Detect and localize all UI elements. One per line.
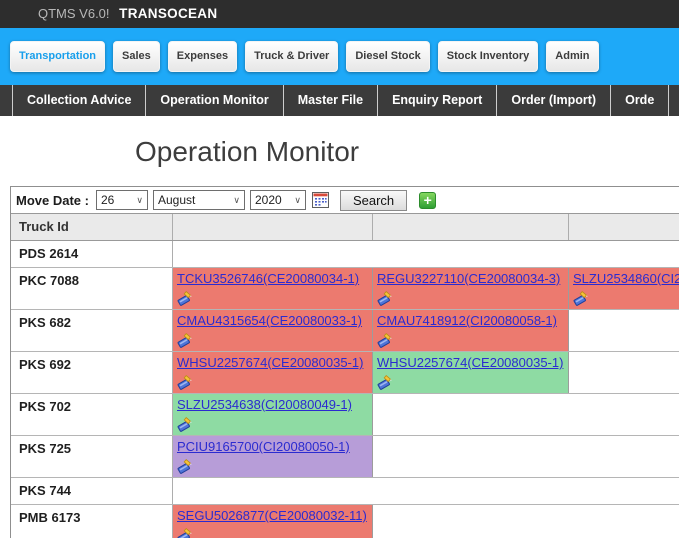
container-cell: CMAU4315654(CE20080033-1)	[173, 310, 373, 351]
table-header-row: Truck Id	[11, 214, 679, 241]
table-row: PKS 692 WHSU2257674(CE20080035-1) WHSU22…	[11, 352, 679, 394]
empty-area	[173, 241, 679, 267]
edit-icon[interactable]	[177, 374, 193, 390]
table-row: PKC 7088 TCKU3526746(CE20080034-1) REGU3…	[11, 268, 679, 310]
empty-area	[373, 505, 679, 538]
container-link[interactable]: TCKU3526746(CE20080034-1)	[177, 271, 360, 286]
container-cell: CMAU7418912(CI20080058-1)	[373, 310, 569, 351]
menu-item-order-import[interactable]: Order (Import)	[497, 85, 612, 116]
empty-area	[173, 478, 679, 504]
truck-id-cell: PKS 744	[11, 478, 173, 504]
edit-icon[interactable]	[177, 416, 193, 432]
tab-bar: Transportation Sales Expenses Truck & Drive…	[0, 28, 679, 85]
truck-id-cell: PKS 702	[11, 394, 173, 435]
calendar-icon[interactable]	[311, 192, 329, 208]
container-link[interactable]: CMAU4315654(CE20080033-1)	[177, 313, 363, 328]
tab-truck-driver[interactable]: Truck & Driver	[245, 41, 339, 72]
header-cell	[373, 214, 569, 240]
empty-area	[373, 394, 679, 435]
container-cell: TCKU3526746(CE20080034-1)	[173, 268, 373, 309]
container-cell: PCIU9165700(CI20080050-1)	[173, 436, 373, 477]
filter-row: Move Date : 26 ∨ August ∨ 2020 ∨ Sear	[11, 187, 679, 214]
truck-id-cell: PKS 692	[11, 352, 173, 393]
add-icon[interactable]: +	[419, 191, 437, 209]
day-select[interactable]: 26 ∨	[95, 190, 148, 210]
edit-icon[interactable]	[377, 374, 393, 390]
truck-id-cell: PKS 682	[11, 310, 173, 351]
container-cell: REGU3227110(CE20080034-3)	[373, 268, 569, 309]
empty-area	[569, 310, 679, 351]
tab-diesel-stock[interactable]: Diesel Stock	[346, 41, 430, 72]
edit-icon[interactable]	[573, 290, 589, 306]
edit-icon[interactable]	[177, 458, 193, 474]
truck-id-cell: PMB 6173	[11, 505, 173, 538]
container-cell: WHSU2257674(CE20080035-1)	[373, 352, 569, 393]
header-cell: Truck Id	[11, 214, 173, 240]
container-cell: SEGU5026877(CE20080032-11)	[173, 505, 373, 538]
app-title-bar: QTMS V6.0! TRANSOCEAN	[0, 0, 679, 28]
container-cell: SLZU2534638(CI20080049-1)	[173, 394, 373, 435]
container-link[interactable]: CMAU7418912(CI20080058-1)	[377, 313, 557, 328]
container-link[interactable]: PCIU9165700(CI20080050-1)	[177, 439, 350, 454]
tab-stock-inventory[interactable]: Stock Inventory	[437, 41, 539, 72]
truck-id-cell: PKS 725	[11, 436, 173, 477]
day-select-value: 26	[100, 193, 115, 207]
move-date-label: Move Date :	[16, 192, 89, 208]
container-link[interactable]: WHSU2257674(CE20080035-1)	[177, 355, 364, 370]
table-row: PKS 682 CMAU4315654(CE20080033-1) CMAU74…	[11, 310, 679, 352]
container-link[interactable]: SLZU2534638(CI20080049-1)	[177, 397, 352, 412]
container-cell: SLZU2534860(CI20	[569, 268, 679, 309]
table-row: PKS 744	[11, 478, 679, 505]
menu-item-orde[interactable]: Orde	[611, 85, 670, 116]
edit-icon[interactable]	[177, 290, 193, 306]
tab-transportation[interactable]: Transportation	[10, 41, 106, 72]
edit-icon[interactable]	[377, 332, 393, 348]
table-row: PMB 6173 SEGU5026877(CE20080032-11)	[11, 505, 679, 538]
year-select[interactable]: 2020 ∨	[249, 190, 306, 210]
search-button[interactable]: Search	[339, 189, 408, 211]
edit-icon[interactable]	[177, 332, 193, 348]
truck-id-cell: PKC 7088	[11, 268, 173, 309]
container-link[interactable]: SLZU2534860(CI20	[573, 271, 679, 286]
month-select[interactable]: August ∨	[152, 190, 245, 210]
chevron-down-icon: ∨	[294, 194, 301, 205]
chevron-down-icon: ∨	[136, 194, 143, 205]
year-select-value: 2020	[254, 193, 282, 207]
table-row: PKS 725 PCIU9165700(CI20080050-1)	[11, 436, 679, 478]
header-cell	[173, 214, 373, 240]
operation-monitor-table: Move Date : 26 ∨ August ∨ 2020 ∨ Sear	[10, 186, 679, 538]
container-link[interactable]: REGU3227110(CE20080034-3)	[377, 271, 561, 286]
tab-admin[interactable]: Admin	[546, 41, 599, 72]
header-cell	[569, 214, 679, 240]
menu-item-enquiry-report[interactable]: Enquiry Report	[378, 85, 498, 116]
truck-id-cell: PDS 2614	[11, 241, 173, 267]
chevron-down-icon: ∨	[233, 194, 240, 205]
page-title: Operation Monitor	[135, 136, 360, 167]
edit-icon[interactable]	[377, 290, 393, 306]
month-select-value: August	[157, 193, 196, 207]
table-body: PDS 2614 PKC 7088 TCKU3526746(CE20080034…	[11, 241, 679, 538]
menu-bar: Collection Advice Operation Monitor Master…	[0, 85, 679, 116]
menu-item-master-file[interactable]: Master File	[284, 85, 379, 116]
tab-sales[interactable]: Sales	[113, 41, 160, 72]
table-row: PDS 2614	[11, 241, 679, 268]
table-row: PKS 702 SLZU2534638(CI20080049-1)	[11, 394, 679, 436]
container-cell: WHSU2257674(CE20080035-1)	[173, 352, 373, 393]
menu-item-collection-advice[interactable]: Collection Advice	[12, 85, 147, 116]
container-link[interactable]: SEGU5026877(CE20080032-11)	[177, 508, 367, 523]
menu-item-operation-monitor[interactable]: Operation Monitor	[146, 85, 284, 116]
edit-icon[interactable]	[177, 527, 193, 538]
tab-expenses[interactable]: Expenses	[167, 41, 238, 72]
empty-area	[373, 436, 679, 477]
empty-area	[569, 352, 679, 393]
company-name: TRANSOCEAN	[119, 6, 218, 21]
container-link[interactable]: WHSU2257674(CE20080035-1)	[377, 355, 564, 370]
app-version-label: QTMS V6.0!	[38, 6, 110, 21]
